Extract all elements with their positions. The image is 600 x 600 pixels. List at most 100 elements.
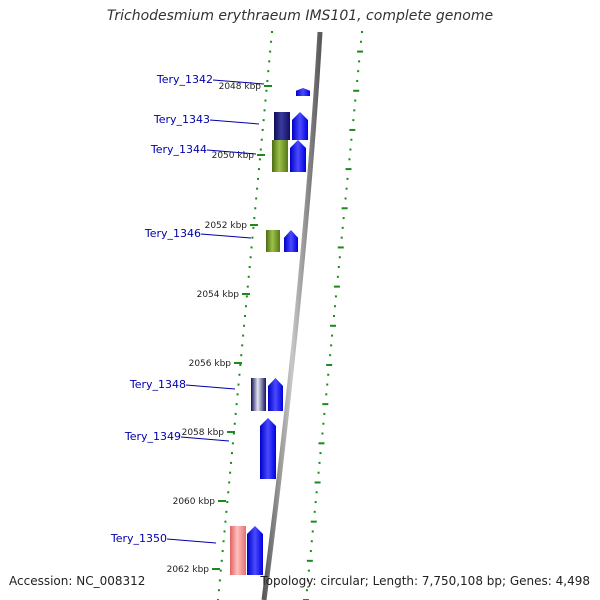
inner-ruler-dot [221, 550, 224, 553]
outer-ruler-dot [307, 569, 310, 572]
cog-block-salmon [230, 526, 246, 575]
outer-ruler-dot [311, 530, 314, 533]
inner-ruler-dot [227, 491, 230, 494]
inner-ruler-dot [252, 226, 255, 229]
inner-ruler-dot [224, 520, 227, 523]
outer-ruler-dot [309, 550, 312, 553]
outer-ruler-dot [350, 138, 353, 141]
gene-arrow-tery_1343[interactable] [292, 112, 308, 140]
title: Trichodesmium erythraeum IMS101, complet… [106, 8, 494, 24]
inner-ruler-dot [259, 148, 262, 151]
gene-leader-line [185, 384, 236, 390]
inner-ruler-dot [238, 373, 241, 376]
outer-ruler-dot [358, 60, 361, 63]
inner-ruler-dot [270, 40, 273, 43]
gene-leader-line [212, 79, 265, 85]
genome-backbone [261, 31, 323, 600]
inner-ruler-dot [268, 60, 271, 63]
gene-leader-line [166, 538, 217, 544]
inner-ruler-dot [262, 119, 265, 122]
outer-ruler-dot [329, 354, 332, 357]
outer-ruler-dot [318, 442, 325, 445]
inner-ruler-dot [240, 354, 243, 357]
tick-label: 2052 kbp [205, 221, 248, 231]
outer-ruler-dot [331, 334, 334, 337]
outer-ruler-dot [305, 589, 308, 592]
outer-ruler-dot [344, 197, 347, 200]
gene-label[interactable]: Tery_1350 [110, 532, 167, 545]
outer-ruler-dot [361, 31, 363, 33]
outer-ruler-dot [357, 70, 360, 73]
cog-block-navy [274, 112, 290, 140]
tick-label: 2060 kbp [173, 497, 216, 507]
outer-ruler-dot [327, 373, 330, 376]
inner-ruler-dot [267, 70, 270, 73]
outer-ruler-dot [340, 236, 343, 239]
outer-ruler-dot [310, 540, 313, 543]
outer-ruler-dot [306, 559, 313, 562]
inner-ruler-dot [244, 315, 246, 317]
outer-ruler-dot [325, 393, 328, 396]
cog-block-olive [272, 140, 288, 172]
gene-arrow-tery_1346[interactable] [284, 230, 298, 252]
gene-leader-line [200, 233, 252, 239]
outer-ruler-dot [354, 99, 357, 102]
topology-text: Topology: circular; Length: 7,750,108 bp… [260, 574, 590, 588]
outer-ruler-dot [342, 217, 345, 220]
inner-ruler-dot [244, 305, 247, 308]
inner-ruler-dot [220, 559, 223, 562]
outer-ruler-dot [314, 501, 317, 504]
inner-ruler-dot [237, 383, 240, 386]
inner-ruler-dot [231, 442, 234, 445]
gene-arrow-tery_1344[interactable] [290, 140, 306, 172]
inner-ruler-dot [226, 501, 229, 504]
inner-ruler-dot [230, 452, 233, 455]
outer-ruler-dot [341, 226, 344, 229]
inner-ruler-dot [260, 138, 263, 141]
inner-ruler-dot [233, 422, 236, 425]
gene-label[interactable]: Tery_1349 [124, 430, 181, 443]
gene-label[interactable]: Tery_1342 [156, 73, 213, 86]
outer-ruler-dot [319, 452, 322, 455]
inner-ruler-dot [258, 158, 261, 161]
inner-ruler-dot [230, 461, 233, 464]
gene-label[interactable]: Tery_1344 [150, 143, 207, 156]
gene-label[interactable]: Tery_1346 [144, 227, 201, 240]
inner-ruler-dot [245, 295, 248, 298]
inner-ruler-dot [228, 481, 231, 484]
inner-ruler-dot [223, 530, 226, 533]
outer-ruler-dot [353, 89, 360, 92]
cog-block-olive [266, 230, 280, 252]
outer-ruler-dot [314, 481, 321, 484]
gene-label[interactable]: Tery_1348 [129, 378, 186, 391]
inner-ruler-dot [217, 589, 220, 592]
inner-ruler-dot [263, 109, 266, 112]
outer-ruler-dot [326, 363, 333, 366]
outer-ruler-dot [337, 266, 340, 269]
inner-ruler-dot [261, 128, 264, 131]
gene-arrow-tery_1349[interactable] [260, 418, 276, 479]
inner-ruler-dot [257, 177, 260, 180]
gene-arrow-tery_1348[interactable] [268, 378, 283, 411]
inner-ruler-dot [266, 79, 269, 82]
gene-label[interactable]: Tery_1343 [153, 113, 210, 126]
outer-ruler-dot [334, 295, 337, 298]
gene-arrow-tery_1342[interactable] [296, 88, 310, 96]
gene-arrow-tery_1350[interactable] [247, 526, 263, 575]
tick-label: 2054 kbp [197, 290, 240, 300]
outer-ruler-dot [356, 79, 359, 82]
outer-ruler-dot [306, 579, 309, 582]
tick-mark [227, 431, 235, 433]
inner-ruler-dot [242, 334, 245, 337]
outer-ruler-dot [337, 246, 344, 249]
outer-ruler-dot [336, 275, 339, 278]
inner-ruler-dot [255, 197, 258, 200]
outer-ruler-dot [345, 168, 352, 171]
outer-ruler-dot [338, 256, 341, 259]
inner-ruler-dot [225, 510, 228, 513]
outer-ruler-dot [322, 403, 329, 406]
inner-ruler-dot [253, 217, 256, 220]
inner-ruler-dot [248, 266, 251, 269]
cog-block-navy [251, 378, 266, 411]
